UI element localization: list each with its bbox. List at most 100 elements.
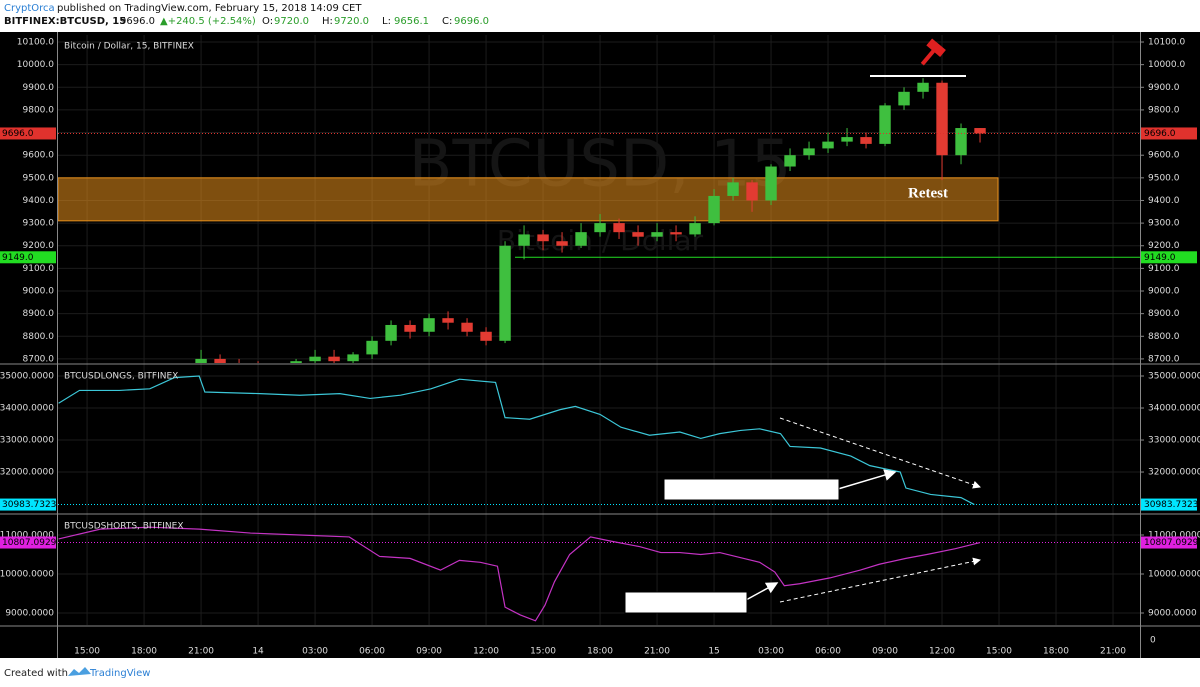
y-tick-label: 9400.0 [23, 196, 55, 206]
callout-arrow [837, 469, 897, 490]
price-label-bg [0, 251, 56, 264]
y-tick-label: 33000.0000 [1148, 436, 1200, 446]
price-label: 9149.0 [2, 253, 34, 263]
y-tick-label: 8700.0 [23, 354, 55, 364]
trend-arrow [779, 417, 981, 489]
candle-body [727, 182, 739, 196]
candle-body [936, 82, 948, 156]
callout-arrow [745, 582, 779, 601]
y-tick-label: 10000.0000 [1148, 569, 1200, 579]
price-label: 10807.0929 [1144, 538, 1199, 548]
footer-created: Created with [4, 668, 68, 679]
candle-body [366, 340, 378, 355]
ohlc-key: H: [322, 16, 333, 27]
y-tick-label: 9400.0 [1148, 196, 1180, 206]
candle-body [480, 331, 492, 341]
x-tick-label: 15:00 [74, 647, 100, 657]
annotation: Retest [908, 185, 948, 201]
x-tick-label: 15 [708, 647, 719, 657]
aux-axis-label: 0 [1150, 636, 1156, 646]
x-tick-label: 06:00 [815, 647, 841, 657]
candle-body [518, 234, 530, 246]
y-tick-label: 8900.0 [23, 309, 55, 319]
y-tick-label: 9500.0 [23, 173, 55, 183]
y-tick-label: 9500.0 [1148, 173, 1180, 183]
callout-box [663, 478, 840, 501]
price-label: 9149.0 [1144, 253, 1176, 263]
price-label-bg [1141, 127, 1197, 140]
y-tick-label: 34000.0000 [0, 404, 54, 414]
y-tick-label: 9600.0 [23, 151, 55, 161]
footer-brand[interactable]: TradingView [89, 668, 150, 679]
change: ▲+240.5 (+2.54%) [160, 16, 256, 27]
x-tick-label: 21:00 [1100, 647, 1126, 657]
candle-body [328, 356, 340, 362]
price-label-bg [1141, 536, 1197, 549]
y-tick-label: 9300.0 [23, 219, 55, 229]
candle-body [822, 141, 834, 149]
candle-body [195, 358, 207, 363]
candle-body [442, 318, 454, 323]
y-tick-label: 9000.0 [23, 287, 55, 297]
candle-body [309, 356, 321, 362]
author[interactable]: CryptOrca [4, 3, 55, 14]
symbol: BITFINEX:BTCUSD, 15 [4, 16, 126, 27]
ohlc-key: L: [382, 16, 391, 27]
y-tick-label: 9800.0 [23, 105, 55, 115]
candle-body [613, 223, 625, 233]
candle-body [860, 137, 872, 144]
candle-body [689, 223, 701, 235]
price: 9696.0 [120, 16, 155, 27]
x-tick-label: 18:00 [131, 647, 157, 657]
y-tick-label: 10100.0 [17, 38, 54, 48]
y-tick-label: 11000.0000 [0, 531, 54, 541]
y-tick-label: 8900.0 [1148, 309, 1180, 319]
x-tick-label: 18:00 [587, 647, 613, 657]
ohlc-value: 9696.0 [454, 16, 489, 27]
y-tick-label: 10000.0 [17, 60, 54, 70]
y-tick-label: 9100.0 [1148, 264, 1180, 274]
price-label-bg [0, 536, 56, 549]
price-label: 30983.7323 [1144, 500, 1198, 510]
x-tick-label: 15:00 [530, 647, 556, 657]
panel [58, 526, 981, 622]
y-tick-label: 9000.0000 [5, 608, 54, 618]
y-tick-label: 8800.0 [1148, 332, 1180, 342]
y-tick-label: 32000.0000 [0, 468, 54, 478]
candle-body [879, 105, 891, 144]
x-tick-label: 18:00 [1043, 647, 1069, 657]
candle-body [670, 232, 682, 235]
y-tick-label: 9600.0 [1148, 151, 1180, 161]
candle-body [423, 318, 435, 332]
candle-body [214, 358, 226, 363]
price-label-bg [1141, 498, 1197, 511]
x-tick-label: 15:00 [986, 647, 1012, 657]
ohlc-value: 9656.1 [394, 16, 429, 27]
y-tick-label: 11000.0000 [1148, 531, 1200, 541]
series-line [58, 375, 975, 506]
candle-body [651, 232, 663, 237]
price-label-bg [0, 127, 56, 140]
ohlc-key: C: [442, 16, 452, 27]
y-tick-label: 35000.0000 [1148, 372, 1200, 382]
y-tick-label: 32000.0000 [1148, 468, 1200, 478]
ohlc-key: O: [262, 16, 273, 27]
candle-body [784, 155, 796, 167]
y-tick-label: 10100.0 [1148, 38, 1185, 48]
x-tick-label: 06:00 [359, 647, 385, 657]
published: published on TradingView.com, February 1… [57, 3, 362, 14]
price-label: 30983.7323 [2, 500, 56, 510]
y-tick-label: 9300.0 [1148, 219, 1180, 229]
price-label-bg [1141, 251, 1197, 264]
x-tick-label: 14 [252, 647, 264, 657]
candle-body [499, 245, 511, 341]
x-tick-label: 09:00 [416, 647, 442, 657]
price-label: 9696.0 [1144, 129, 1176, 139]
price-label-bg [0, 498, 56, 511]
x-tick-label: 09:00 [872, 647, 898, 657]
y-tick-label: 34000.0000 [1148, 404, 1200, 414]
x-tick-label: 03:00 [302, 647, 328, 657]
